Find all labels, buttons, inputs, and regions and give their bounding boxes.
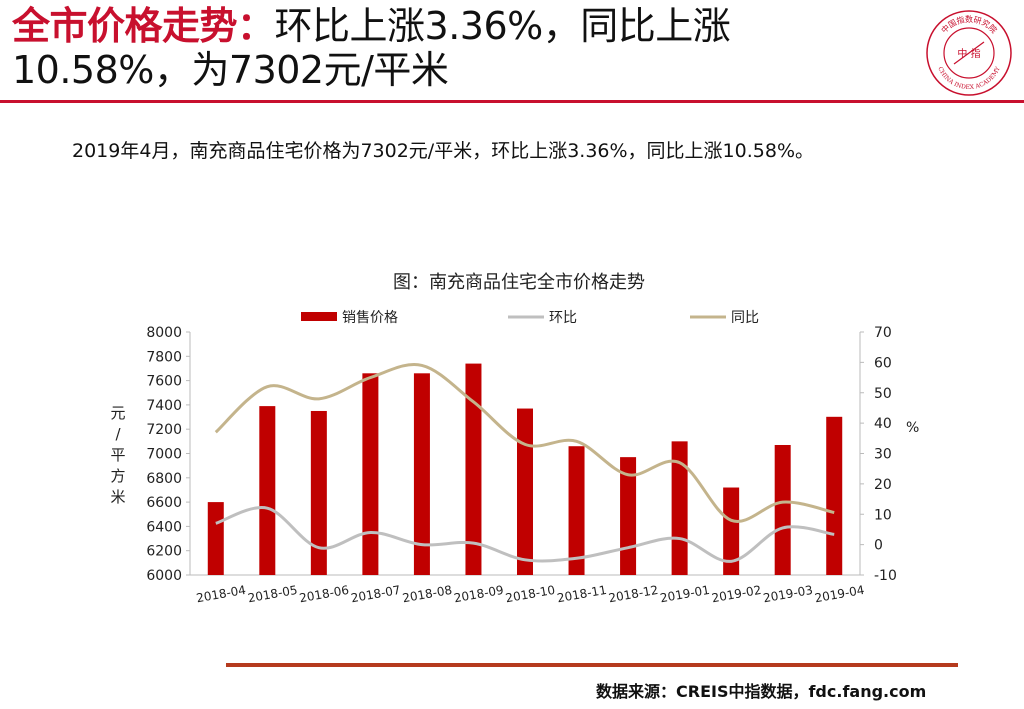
bar-2018-04 <box>207 502 224 575</box>
line-series <box>214 363 835 563</box>
left-tick-label: 6200 <box>146 544 182 560</box>
legend-label: 环比 <box>549 310 577 326</box>
data-source: 数据来源：CREIS中指数据，fdc.fang.com <box>596 682 927 701</box>
mom-line <box>215 506 835 563</box>
bar-2018-09 <box>465 363 482 575</box>
summary-text: 2019年4月，南充商品住宅价格为7302元/平米，环比上涨3.36%，同比上涨… <box>72 140 815 162</box>
x-tick-label: 2018-10 <box>504 583 556 605</box>
bar-2018-05 <box>259 406 276 575</box>
x-tick-label: 2018-09 <box>453 583 505 605</box>
left-tick-label: 8000 <box>146 325 182 341</box>
chart-axes: 6000 6200 6400 6600 6800 7000 7200 7400 7600 7800… <box>110 325 919 584</box>
x-tick-label: 2019-04 <box>814 583 866 605</box>
right-tick-label: 60 <box>874 355 892 371</box>
right-tick-label: -10 <box>874 568 897 584</box>
right-axis-label: % <box>906 420 919 436</box>
bar-2018-10 <box>517 408 533 575</box>
right-tick-label: 30 <box>874 447 892 463</box>
right-tick-label: 40 <box>874 416 892 432</box>
bar-2018-11 <box>568 446 585 575</box>
bar-2019-01 <box>671 441 688 575</box>
x-tick-label: 2018-04 <box>195 583 247 605</box>
chart-legend: 销售价格 环比 同比 <box>301 310 759 326</box>
bar-2018-06 <box>310 410 327 575</box>
left-tick-label: 7000 <box>146 447 182 463</box>
left-tick-label: 7200 <box>146 422 182 438</box>
bar-2019-02 <box>723 487 740 575</box>
page-title-text: 环比上涨3.36%，同比上涨10.58%，为7302元/平米 <box>12 4 731 92</box>
legend-label: 销售价格 <box>342 310 398 326</box>
x-tick-label: 2018-11 <box>556 583 608 605</box>
bar-2019-03 <box>774 444 791 575</box>
right-tick-label: 0 <box>874 538 883 554</box>
right-tick-label: 20 <box>874 477 892 493</box>
x-tick-label: 2019-03 <box>762 583 814 605</box>
chart-title: 图：南充商品住宅全市价格走势 <box>393 272 645 293</box>
left-tick-label: 7600 <box>146 374 182 390</box>
x-tick-label: 2018-12 <box>607 583 659 605</box>
left-tick-label: 7800 <box>146 349 182 365</box>
left-tick-label: 6400 <box>146 519 182 535</box>
title-divider <box>0 100 1024 103</box>
yoy-line <box>214 363 835 523</box>
footer-divider <box>226 663 958 667</box>
page-title-highlight: 全市价格走势： <box>12 4 275 48</box>
china-index-academy-logo: 中国指数研究院 CHINA INDEX ACADEMY 中 指 <box>926 10 1012 96</box>
x-axis-labels: 2018-04 2018-05 2018-06 2018-07 2018-08 2018-… <box>195 583 865 605</box>
right-tick-label: 70 <box>874 325 892 341</box>
left-tick-label: 6000 <box>146 568 182 584</box>
x-tick-label: 2019-02 <box>711 583 763 605</box>
legend-swatch-price <box>301 312 337 321</box>
left-tick-label: 7400 <box>146 398 182 414</box>
left-tick-label: 6600 <box>146 495 182 511</box>
x-tick-label: 2019-01 <box>659 583 711 605</box>
bar-2018-08 <box>413 373 430 575</box>
x-tick-label: 2018-07 <box>350 583 402 605</box>
right-tick-label: 10 <box>874 507 892 523</box>
x-tick-label: 2018-06 <box>298 583 350 605</box>
legend-label: 同比 <box>731 310 759 326</box>
x-tick-label: 2018-05 <box>247 583 299 605</box>
left-tick-label: 6800 <box>146 471 182 487</box>
right-tick-label: 50 <box>874 386 892 402</box>
bar-2018-07 <box>362 373 379 575</box>
left-axis-label: 元/平方米 <box>110 404 125 506</box>
x-tick-label: 2018-08 <box>401 583 453 605</box>
bar-2019-04 <box>826 416 843 575</box>
page-title: 全市价格走势：环比上涨3.36%，同比上涨10.58%，为7302元/平米 <box>12 4 892 92</box>
